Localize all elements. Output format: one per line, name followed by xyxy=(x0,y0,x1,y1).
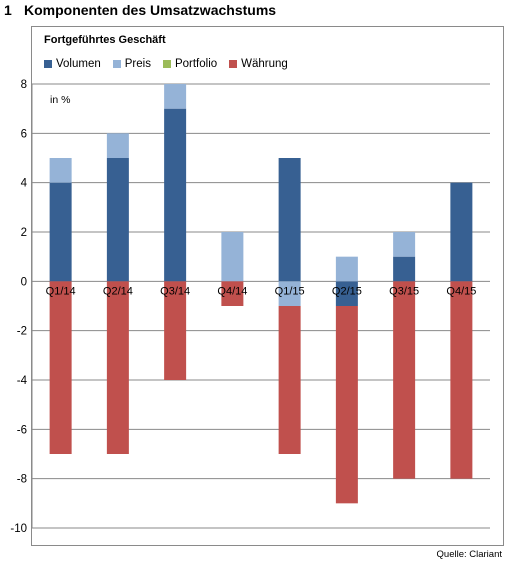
bar-w-hrung-Q4-15 xyxy=(450,281,473,479)
title-text: Komponenten des Umsatzwachstums xyxy=(24,2,277,18)
y-tick-label: -4 xyxy=(17,375,28,387)
x-category-label: Q4/15 xyxy=(446,285,476,297)
legend-swatch xyxy=(162,60,171,68)
bar-layer xyxy=(49,84,473,504)
bar-volumen-Q2-14 xyxy=(106,158,129,282)
x-category-label: Q2/15 xyxy=(332,285,362,297)
x-category-label: Q1/15 xyxy=(275,285,305,297)
chart-subtitle: Fortgeführtes Geschäft xyxy=(44,34,166,46)
y-tick-label: 8 xyxy=(21,79,27,91)
x-category-label: Q1/14 xyxy=(46,285,76,297)
bar-preis-Q2-15 xyxy=(335,256,358,282)
bar-w-hrung-Q1-14 xyxy=(49,281,72,454)
bar-preis-Q2-14 xyxy=(106,133,129,158)
bar-w-hrung-Q2-15 xyxy=(335,306,358,504)
x-category-label: Q3/15 xyxy=(389,285,419,297)
y-tick-label: 4 xyxy=(21,178,28,190)
y-tick-label: 2 xyxy=(21,227,27,239)
unit-label: in % xyxy=(50,94,71,106)
bar-preis-Q4-14 xyxy=(221,232,244,282)
bar-volumen-Q3-15 xyxy=(393,256,416,282)
x-category-label: Q2/14 xyxy=(103,285,133,297)
bar-volumen-Q2-15 xyxy=(335,281,358,306)
bar-volumen-Q3-14 xyxy=(164,108,187,282)
legend-item: Volumen xyxy=(44,58,101,70)
y-tick-label: -10 xyxy=(10,523,27,535)
legend-swatch xyxy=(229,60,238,68)
bar-preis-Q1-15 xyxy=(278,281,301,306)
legend-label: Währung xyxy=(241,58,288,70)
y-tick-label: 0 xyxy=(21,276,27,288)
axis-layer: 8 6 4 2 0 -2 -4 -6 -8 -10 Q1/14 Q2/14 Q3/14 Q4/14 Q1/1… xyxy=(10,79,476,535)
page-title: 1 Komponenten des Umsatzwachstums xyxy=(4,2,276,18)
grid-layer xyxy=(32,83,490,529)
legend-item: Währung xyxy=(229,58,288,70)
legend-label: Portfolio xyxy=(174,58,218,70)
legend-swatch xyxy=(44,60,52,68)
title-number: 1 xyxy=(4,2,12,18)
source-note: Quelle: Clariant xyxy=(436,549,502,560)
x-category-label: Q4/14 xyxy=(217,285,247,297)
bar-w-hrung-Q3-14 xyxy=(164,281,187,380)
legend-label: Volumen xyxy=(56,58,101,70)
y-tick-label: -2 xyxy=(17,326,27,338)
y-tick-label: -6 xyxy=(17,424,27,436)
bar-preis-Q3-15 xyxy=(393,232,416,257)
x-category-label: Q3/14 xyxy=(160,285,190,297)
y-tick-label: 6 xyxy=(21,128,27,140)
bar-w-hrung-Q1-15 xyxy=(278,306,301,454)
bar-preis-Q1-14 xyxy=(49,158,72,183)
bar-w-hrung-Q3-15 xyxy=(393,281,416,479)
legend-item: Portfolio xyxy=(162,58,218,70)
bar-preis-Q3-14 xyxy=(164,84,187,109)
legend-swatch xyxy=(112,60,121,68)
legend-item: Preis xyxy=(112,58,151,70)
chart-legend: Volumen Preis Portfolio Währung xyxy=(44,58,288,70)
y-tick-label: -8 xyxy=(17,474,27,486)
legend-label: Preis xyxy=(124,58,151,70)
bar-w-hrung-Q2-14 xyxy=(106,281,129,454)
bar-volumen-Q1-14 xyxy=(49,182,72,282)
bar-volumen-Q4-15 xyxy=(450,182,473,282)
bar-volumen-Q1-15 xyxy=(278,158,301,282)
bar-w-hrung-Q4-14 xyxy=(221,281,244,306)
